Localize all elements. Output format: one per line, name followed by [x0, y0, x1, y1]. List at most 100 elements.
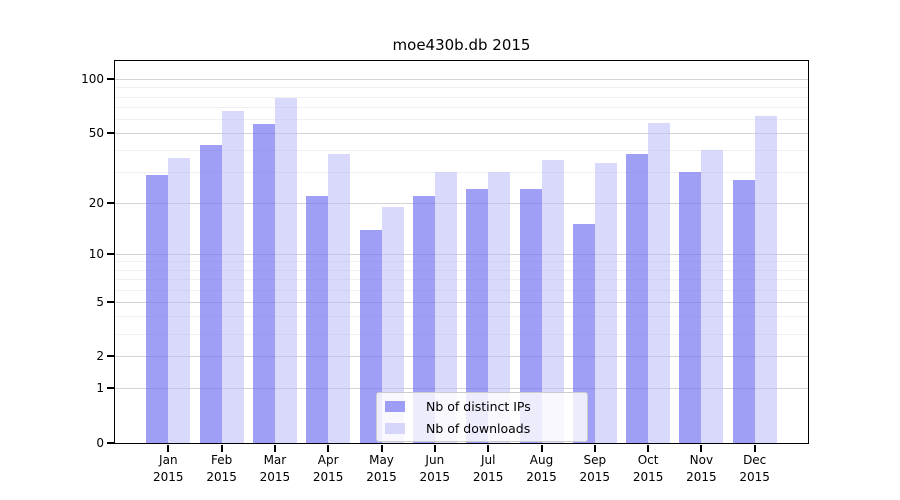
gridline-minor [115, 316, 808, 318]
x-tick-label-month: May [369, 453, 394, 467]
bar-distinct-ips [252, 124, 275, 443]
x-tick-label: Mar 2015 [245, 452, 305, 486]
y-tick-label: 10 [88, 246, 104, 261]
gridline-minor [115, 261, 808, 263]
y-tick-label: 0 [96, 436, 104, 450]
bar-downloads [541, 160, 564, 443]
bar-distinct-ips [146, 174, 169, 443]
x-tick-label-year: 2015 [632, 470, 664, 484]
gridline-major [115, 79, 808, 81]
y-tick-mark [107, 131, 114, 134]
x-tick-label-year: 2015 [366, 470, 397, 484]
gridline-minor [115, 172, 808, 174]
x-tick-mark [487, 445, 490, 452]
bar-downloads [221, 111, 244, 443]
y-tick-label: 20 [88, 195, 104, 210]
gridline-major [115, 301, 808, 303]
y-tick-mark [107, 201, 114, 204]
legend-label-distinct-ips: Nb of distinct IPs [426, 398, 531, 414]
x-tick-label-month: Mar [263, 453, 287, 467]
x-tick-label-year: 2015 [153, 470, 184, 484]
y-tick-mark [107, 252, 114, 255]
bar-downloads [328, 154, 351, 443]
x-tick-label-month: Jul [480, 453, 496, 467]
gridline-minor [115, 87, 808, 89]
bar-downloads [754, 116, 777, 443]
gridline-minor [115, 269, 808, 271]
x-tick-mark [540, 445, 543, 452]
x-tick-label: May 2015 [352, 452, 412, 486]
bar-downloads [381, 206, 404, 443]
legend-swatch-downloads [385, 422, 405, 434]
x-tick-label-month: Feb [210, 453, 233, 467]
bar-downloads [434, 172, 457, 443]
x-tick-label-year: 2015 [579, 470, 611, 484]
gridline-minor [115, 118, 808, 120]
x-tick-label: Jun 2015 [405, 452, 465, 486]
x-tick-label-month: Aug [529, 453, 554, 467]
x-tick-label-year: 2015 [739, 470, 770, 484]
y-tick-label: 5 [96, 294, 104, 309]
bar-downloads [594, 162, 617, 443]
x-tick-label-month: Dec [743, 453, 767, 467]
x-tick-mark [753, 445, 756, 452]
x-tick-label-year: 2015 [472, 470, 504, 484]
x-tick-mark [327, 445, 330, 452]
x-tick-label: Nov 2015 [671, 452, 731, 486]
y-tick-mark [107, 355, 114, 358]
y-tick-mark [107, 300, 114, 303]
x-tick-mark [167, 445, 170, 452]
gridline-major [115, 253, 808, 255]
y-tick-mark [107, 78, 114, 81]
x-tick-label-month: Nov [689, 453, 714, 467]
bar-downloads [701, 150, 724, 443]
gridline-minor [115, 289, 808, 291]
y-tick-mark [107, 387, 114, 390]
x-tick-label-year: 2015 [686, 470, 717, 484]
x-tick-label-month: Apr [317, 453, 339, 467]
gridline-minor [115, 106, 808, 108]
x-tick-mark [647, 445, 650, 452]
x-tick-label: Dec 2015 [725, 452, 785, 486]
x-tick-mark [700, 445, 703, 452]
x-tick-mark [273, 445, 276, 452]
x-tick-label: Feb 2015 [192, 452, 252, 486]
chart-title: moe430b.db 2015 [392, 36, 531, 54]
gridline-minor [115, 96, 808, 98]
bar-distinct-ips [732, 180, 755, 443]
x-tick-label-month: Jan [159, 453, 178, 467]
x-tick-mark [593, 445, 596, 452]
legend-item-distinct-ips: Nb of distinct IPs [377, 399, 587, 414]
bar-downloads [168, 158, 191, 443]
bar-distinct-ips [679, 172, 702, 443]
x-tick-mark [220, 445, 223, 452]
gridline-minor [115, 279, 808, 280]
x-tick-label: Aug 2015 [512, 452, 572, 486]
gridline-major [115, 202, 808, 204]
y-tick-label: 1 [96, 381, 104, 396]
bar-distinct-ips [466, 189, 489, 443]
x-tick-label: Oct 2015 [618, 452, 678, 486]
gridline-major [115, 388, 808, 390]
bar-distinct-ips [519, 189, 542, 443]
gridline-major [115, 356, 808, 358]
x-tick-label-month: Sep [583, 453, 607, 467]
x-tick-mark [433, 445, 436, 452]
x-tick-mark [380, 445, 383, 452]
legend-item-downloads: Nb of downloads [377, 421, 587, 436]
gridline-minor [115, 150, 808, 152]
x-tick-label-year: 2015 [259, 470, 291, 484]
x-tick-label: Sep 2015 [565, 452, 625, 486]
gridline-major [115, 132, 808, 134]
x-tick-label-month: Jun [425, 453, 445, 467]
legend: Nb of distinct IPs Nb of downloads [376, 392, 588, 442]
bar-distinct-ips [412, 195, 435, 443]
gridline-minor [115, 333, 808, 335]
legend-label-downloads: Nb of downloads [426, 420, 531, 436]
x-tick-label-year: 2015 [312, 470, 344, 484]
x-tick-label-year: 2015 [206, 470, 237, 484]
y-tick-label: 50 [88, 125, 104, 140]
x-tick-label-month: Oct [637, 453, 659, 467]
y-tick-mark [107, 442, 114, 444]
